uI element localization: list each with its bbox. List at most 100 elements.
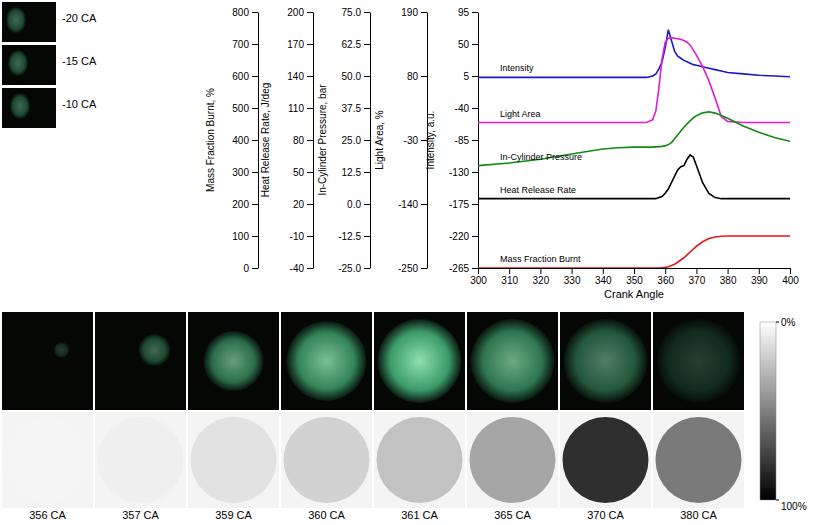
- tick: -250: [398, 263, 427, 274]
- axis-line: [313, 13, 314, 269]
- tick-label: 300: [232, 167, 249, 178]
- axis-title: Intensity, a.u.: [425, 111, 436, 170]
- tick: -220: [449, 231, 478, 242]
- tick-mark: [364, 44, 370, 45]
- image-frame: [467, 312, 558, 410]
- tick-label: 400: [232, 135, 249, 146]
- intensity-map: [281, 412, 372, 508]
- flame-area: [287, 321, 367, 401]
- tick: -140: [398, 199, 427, 210]
- series-label: Mass Fraction Burnt: [500, 254, 581, 264]
- tick-label: 380: [720, 275, 737, 286]
- flame-area: [564, 319, 648, 403]
- tick-label: 50: [293, 167, 305, 178]
- image-label: 359 CA: [215, 509, 252, 521]
- image-frame: [2, 88, 56, 128]
- tick-mark: [472, 12, 478, 13]
- tick-mark: [509, 268, 510, 274]
- tick-label: 360: [657, 275, 674, 286]
- axis-line: [370, 13, 371, 269]
- tick: 75.0: [342, 7, 370, 18]
- tick: 340: [595, 268, 612, 286]
- axis-title: Light Area, %: [374, 110, 385, 170]
- tick-mark: [364, 236, 370, 237]
- tick-mark: [472, 204, 478, 205]
- image-frame: [2, 312, 93, 410]
- image-frame: [2, 2, 56, 42]
- tick-mark: [696, 268, 697, 274]
- tick-label: 390: [751, 275, 768, 286]
- axis-title: Heat Release Rate, J/deg: [260, 83, 271, 198]
- tick-label: 5: [463, 71, 469, 82]
- tick-mark: [472, 76, 478, 77]
- tick-label: 80: [407, 71, 419, 82]
- tick: -40: [455, 103, 478, 114]
- tick: 330: [564, 268, 581, 286]
- tick-label: 600: [232, 71, 249, 82]
- series-line: [478, 236, 790, 268]
- tick-label: -175: [449, 199, 469, 210]
- intensity-map: [653, 412, 744, 508]
- axis: -265-220-175-130-85-4055095: [449, 7, 479, 274]
- intensity-map: [2, 412, 93, 508]
- tick-label: 700: [232, 39, 249, 50]
- tick-label: -10: [290, 231, 305, 242]
- tick-mark: [307, 268, 313, 269]
- tick-mark: [478, 268, 479, 274]
- tick-label: -25.0: [338, 263, 361, 274]
- tick: 320: [533, 268, 550, 286]
- intensity-disk: [191, 417, 277, 503]
- axis: 0100200300400500600700800: [232, 7, 258, 274]
- tick-mark: [252, 108, 258, 109]
- image-frame: [653, 412, 744, 508]
- tick-label: 12.5: [342, 167, 362, 178]
- image-frame: [560, 412, 651, 508]
- intensity-disk: [563, 417, 649, 503]
- series-label: In-Cylinder Pressure: [500, 152, 582, 162]
- tick-label: -85: [455, 135, 470, 146]
- series-label: Light Area: [500, 109, 541, 119]
- tick: 37.5: [342, 103, 370, 114]
- tick-mark: [421, 76, 427, 77]
- flame-image: [95, 312, 186, 410]
- axis-title: Mass Fraction Burnt, %: [205, 88, 216, 192]
- colorbar-label: 100%: [781, 501, 807, 512]
- intensity-disk: [5, 417, 91, 503]
- tick-label: 190: [401, 7, 418, 18]
- tick-mark: [728, 268, 729, 274]
- tick-mark: [252, 76, 258, 77]
- intensity-map: [188, 412, 279, 508]
- flame-image: [188, 312, 279, 410]
- flame-image: [467, 312, 558, 410]
- colorbar-tick: [776, 500, 779, 501]
- tick: 0.0: [347, 199, 370, 210]
- image-frame: [374, 412, 465, 508]
- image-label: 380 CA: [680, 509, 717, 521]
- tick-label: -140: [398, 199, 418, 210]
- axis: -25.0-12.50.012.525.037.550.062.575.0: [338, 7, 370, 274]
- flame-kernel: [6, 7, 26, 33]
- tick-mark: [759, 268, 760, 274]
- image-frame: [188, 312, 279, 410]
- tick-label: 400: [782, 275, 799, 286]
- tick-label: -250: [398, 263, 418, 274]
- tick-label: 95: [458, 7, 470, 18]
- flame-image: [2, 312, 93, 410]
- axis: -40-10205080110140170200: [287, 7, 313, 274]
- tick-label: 37.5: [342, 103, 362, 114]
- axis: 300310320330340350360370380390400: [470, 268, 799, 286]
- tick-label: 0: [243, 263, 249, 274]
- tick: 190: [401, 7, 427, 18]
- image-label: 365 CA: [494, 509, 531, 521]
- tick-label: 370: [689, 275, 706, 286]
- tick: 300: [232, 167, 258, 178]
- tick: 700: [232, 39, 258, 50]
- tick-mark: [364, 204, 370, 205]
- tick: -85: [455, 135, 478, 146]
- tick-label: 320: [533, 275, 550, 286]
- tick: 20: [293, 199, 313, 210]
- intensity-disk: [98, 417, 184, 503]
- tick-mark: [572, 268, 573, 274]
- tick: -12.5: [338, 231, 370, 242]
- tick-label: -40: [455, 103, 470, 114]
